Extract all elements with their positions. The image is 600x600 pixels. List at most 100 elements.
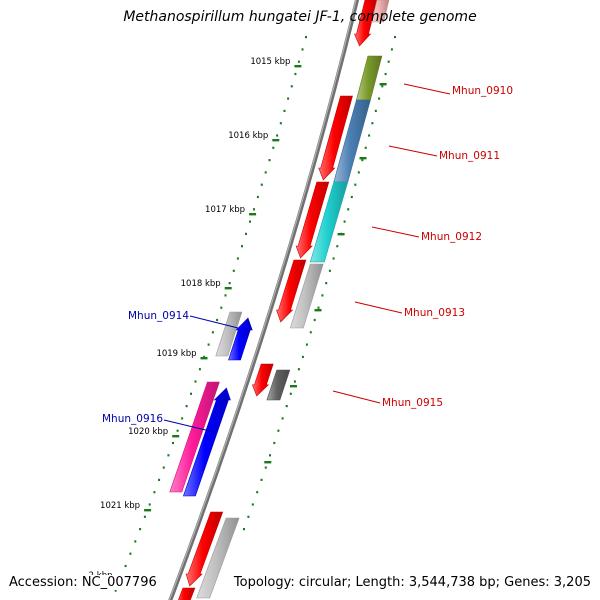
genome-backbone [168, 0, 360, 600]
gene-leader-line [332, 390, 381, 404]
gene-leader-line [354, 301, 403, 314]
ruler-dot [216, 318, 219, 322]
tick-label: 1020 kbp [128, 427, 168, 437]
ruler-dot [281, 417, 284, 420]
ruler-dot [336, 245, 339, 248]
ruler-dot [273, 441, 276, 445]
ruler-dot [224, 294, 227, 297]
ruler-dot [268, 159, 271, 162]
ruler-dot [297, 368, 300, 371]
tick-label: 1017 kbp [205, 205, 245, 215]
ruler-dot [153, 491, 156, 494]
tick-mark [290, 385, 297, 388]
gene-leader-line [403, 83, 451, 95]
ruler-dot [264, 171, 267, 174]
ruler-dot [354, 183, 357, 186]
ruler-dot [279, 122, 282, 125]
gene-box-mhun-0910[interactable] [356, 55, 383, 101]
ruler-dot [309, 331, 312, 334]
tick-mark [200, 357, 208, 360]
tick-mark [249, 213, 257, 216]
ruler-dot [287, 97, 290, 100]
ruler-dot [321, 294, 324, 297]
ruler-dot [207, 343, 210, 346]
tick-mark [337, 233, 345, 236]
gene-label[interactable]: Mhun_0914 [128, 310, 189, 322]
gene-label[interactable]: Mhun_0911 [439, 150, 500, 162]
ruler-dot [301, 48, 304, 51]
ruler-dot [325, 282, 328, 285]
cds-arrow[interactable] [185, 511, 224, 587]
ruler-dot [181, 417, 184, 420]
gene-label[interactable]: Mhun_0916 [102, 413, 163, 425]
tick-mark [224, 287, 232, 290]
gene-box-mhun-0916[interactable] [169, 381, 220, 493]
ruler-dot [328, 269, 331, 272]
tick-label: 1019 kbp [156, 349, 196, 359]
ruler-dot [364, 146, 367, 149]
cds-arrow[interactable] [175, 587, 196, 600]
ruler-dot [289, 392, 292, 395]
gene-leader-line [189, 315, 239, 329]
gene-box-mhun-0915[interactable] [266, 369, 291, 401]
ruler-dot [129, 552, 132, 555]
ruler-dot [143, 515, 146, 518]
ruler-dot [317, 306, 320, 309]
ruler-dot [368, 134, 371, 137]
gene-label[interactable]: Mhun_0910 [452, 85, 513, 97]
gene-box-mhun-0913[interactable] [289, 263, 324, 329]
ruler-dot [332, 257, 335, 260]
ruler-dot [394, 36, 396, 39]
gene-box[interactable] [215, 311, 243, 357]
tick-label: 1015 kbp [250, 57, 290, 67]
genome-summary-text: Topology: circular; Length: 3,544,738 bp… [229, 575, 591, 590]
ruler-dot [361, 159, 364, 162]
ruler-dot [290, 85, 293, 88]
gene-arrow[interactable] [182, 387, 231, 497]
gene-label[interactable]: Mhun_0915 [382, 397, 443, 409]
cds-arrow[interactable] [251, 363, 274, 397]
ruler-dot [167, 454, 170, 457]
ruler-dot [232, 269, 235, 272]
ruler-dot [172, 441, 174, 445]
gene-label[interactable]: Mhun_0912 [421, 231, 482, 243]
tick-label: 1018 kbp [181, 279, 221, 289]
gene-leader-line [371, 226, 420, 238]
ruler-dot [384, 72, 387, 76]
ruler-dot [305, 36, 307, 39]
ruler-dot [301, 355, 304, 358]
ruler-dot [158, 478, 161, 481]
ruler-dot [162, 466, 165, 469]
genome-title: Methanospirillum hungatei JF-1, complete… [123, 9, 477, 25]
cds-arrow[interactable] [276, 259, 307, 323]
ruler-dot [272, 146, 275, 149]
ruler-dot [378, 97, 381, 100]
tick-label: 1021 kbp [100, 501, 140, 511]
ruler-dot [387, 60, 390, 63]
gene-box[interactable] [196, 517, 240, 599]
gene-arrow-mhun-0914[interactable] [228, 317, 253, 361]
ruler-dot [381, 85, 384, 88]
gene-box[interactable] [371, 0, 390, 23]
ruler-dot [357, 171, 360, 174]
ruler-dot [260, 478, 263, 481]
ruler-dot [124, 564, 127, 568]
ruler-dot [211, 331, 214, 334]
gene-label[interactable]: Mhun_0913 [404, 307, 465, 319]
cds-arrow[interactable] [318, 95, 353, 181]
gene-box-mhun-0912[interactable] [309, 181, 349, 263]
tick-label: 1016 kbp [228, 131, 268, 141]
tick-mark [314, 309, 322, 312]
tick-mark [144, 509, 152, 512]
ruler-dot [176, 429, 179, 432]
ruler-dot [390, 48, 393, 51]
tick-mark [172, 435, 180, 438]
tick-mark [294, 65, 302, 68]
ruler-dot [297, 60, 300, 63]
ruler-dot [253, 208, 255, 211]
scale-ruler: 1015 kbp 1016 kbp 1017 kbp 1018 kbp 1019 kbp… [89, 36, 396, 592]
cds-arrow[interactable] [295, 181, 330, 259]
ruler-dot [293, 380, 296, 383]
ruler-dot [283, 109, 286, 112]
